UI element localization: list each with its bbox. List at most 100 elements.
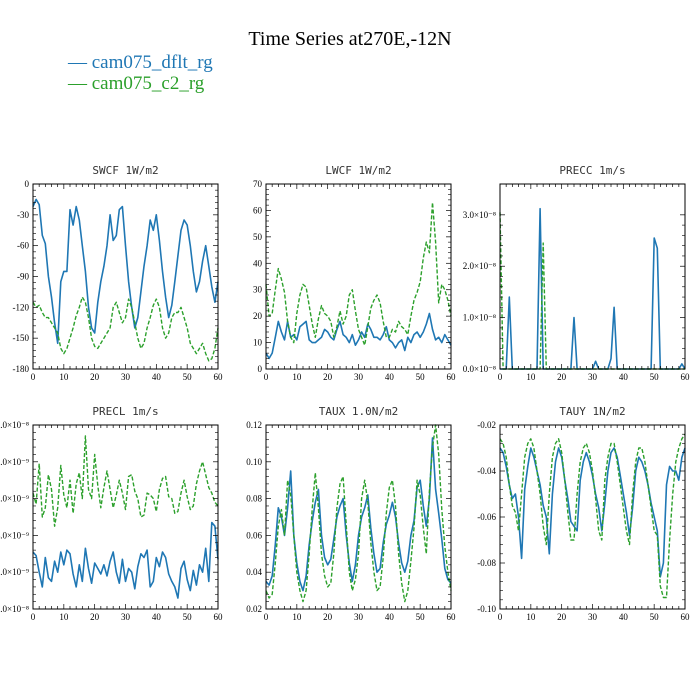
series-line-c2 [499, 433, 686, 599]
x-tick-label: 50 [650, 612, 660, 622]
y-tick-label: 2.0×10⁻⁹ [0, 567, 29, 577]
x-tick-label: 30 [354, 372, 364, 382]
x-tick-label: 10 [59, 612, 69, 622]
y-tick-label: 0 [25, 179, 30, 189]
y-tick-label: 60 [253, 205, 263, 215]
x-tick-label: 20 [323, 372, 333, 382]
x-tick-label: 40 [152, 372, 162, 382]
x-tick-label: 20 [557, 372, 567, 382]
y-tick-label: -0.06 [477, 512, 496, 522]
y-tick-label: 0.04 [246, 567, 262, 577]
chart-panel: PRECL 1m/s 0 10 20 30 40 50 60 0.0×10⁻⁸ 2.0×10⁻⁹ 4… [0, 405, 223, 622]
y-tick-label: 8.0×10⁻⁹ [0, 457, 29, 467]
panel-title: LWCF 1W/m2 [325, 164, 391, 177]
x-tick-label: 40 [152, 612, 162, 622]
x-tick-label: 10 [292, 612, 302, 622]
x-tick-label: 40 [619, 372, 629, 382]
y-tick-label: 0.10 [246, 457, 262, 467]
x-tick-label: 50 [183, 612, 193, 622]
y-tick-label: 20 [253, 311, 263, 321]
y-tick-label: 0 [258, 364, 263, 374]
x-tick-label: 20 [557, 612, 567, 622]
legend-line-marker: — [68, 73, 87, 94]
panel-title: SWCF 1W/m2 [92, 164, 158, 177]
y-tick-label: -120 [13, 302, 30, 312]
series-line-c2 [32, 435, 219, 527]
x-tick-label: 60 [447, 612, 457, 622]
y-tick-label: 30 [253, 285, 263, 295]
page-title: Time Series at270E,-12N [248, 28, 452, 50]
y-tick-label: -0.08 [477, 558, 496, 568]
y-tick-label: 0.08 [246, 494, 262, 504]
legend-label: cam075_dflt_rg [91, 52, 213, 73]
y-tick-label: 40 [253, 258, 263, 268]
y-tick-label: 0.06 [246, 530, 262, 540]
x-tick-label: 40 [385, 612, 395, 622]
panel-title: PRECL 1m/s [92, 405, 158, 418]
x-tick-label: 60 [681, 372, 691, 382]
chart-panel: LWCF 1W/m2 0 10 20 30 40 50 60 0 10 20 30 40 50 60 70 [253, 164, 456, 382]
x-tick-label: 50 [416, 612, 426, 622]
chart-panel: TAUY 1N/m2 0 10 20 30 40 50 60 -0.10 -0.08 -0.06 -0… [477, 405, 690, 622]
x-tick-label: 10 [59, 372, 69, 382]
y-tick-label: -0.10 [477, 604, 496, 614]
x-tick-label: 60 [214, 372, 224, 382]
x-tick-label: 40 [619, 612, 629, 622]
y-tick-label: 50 [253, 232, 263, 242]
y-tick-label: -60 [17, 241, 29, 251]
y-tick-label: -30 [17, 210, 29, 220]
panel-title: TAUX 1.0N/m2 [319, 405, 398, 418]
x-tick-label: 10 [526, 612, 536, 622]
y-tick-label: 3.0×10⁻⁸ [463, 210, 496, 220]
chart-panel: SWCF 1W/m2 0 10 20 30 40 50 60 -180 -150 -120 -90 -6… [13, 164, 224, 382]
series-line-c2 [32, 296, 219, 362]
x-tick-label: 0 [264, 372, 269, 382]
legend-entry-c2: — cam075_c2_rg [68, 73, 204, 95]
y-tick-label: -180 [13, 364, 30, 374]
x-tick-label: 0 [498, 372, 503, 382]
x-tick-label: 60 [681, 612, 691, 622]
series-line-dflt [32, 198, 219, 345]
x-tick-label: 0 [31, 372, 36, 382]
x-tick-label: 60 [447, 372, 457, 382]
x-tick-label: 0 [31, 612, 36, 622]
y-tick-label: 2.0×10⁻⁸ [463, 261, 496, 271]
y-tick-label: 0.0×10⁻⁸ [0, 604, 29, 614]
plot-frame [499, 424, 686, 610]
series-line-dflt [500, 207, 686, 370]
x-tick-label: 0 [498, 612, 503, 622]
series-line-c2 [499, 212, 685, 370]
y-tick-label: 0.12 [246, 420, 262, 430]
series-line-c2 [265, 201, 452, 346]
x-tick-label: 30 [121, 612, 131, 622]
x-tick-label: 10 [526, 372, 536, 382]
legend-line-marker: — [68, 52, 87, 73]
y-tick-label: 4.0×10⁻⁹ [0, 530, 29, 540]
y-tick-label: -150 [13, 333, 30, 343]
series-line-dflt [265, 312, 452, 360]
x-tick-label: 50 [416, 372, 426, 382]
x-tick-label: 20 [90, 372, 100, 382]
y-tick-label: 0.0×10⁻⁸ [463, 364, 496, 374]
y-tick-label: -90 [17, 272, 29, 282]
y-tick-label: 0.02 [246, 604, 262, 614]
y-tick-label: 1.0×10⁻⁸ [0, 420, 29, 430]
x-tick-label: 30 [354, 612, 364, 622]
x-tick-label: 30 [588, 612, 598, 622]
series-line-c2 [265, 424, 452, 603]
x-tick-label: 10 [292, 372, 302, 382]
chart-panel: TAUX 1.0N/m2 0 10 20 30 40 50 60 0.02 0.04 0.06 0.0… [246, 405, 456, 622]
y-tick-label: -0.02 [477, 420, 496, 430]
x-tick-label: 20 [323, 612, 333, 622]
legend-label: cam075_c2_rg [91, 73, 205, 94]
x-tick-label: 60 [214, 612, 224, 622]
x-tick-label: 50 [650, 372, 660, 382]
y-tick-label: 70 [253, 179, 263, 189]
chart-panel: PRECC 1m/s 0 10 20 30 40 50 60 0.0×10⁻⁸ 1.0×10⁻⁸ 2… [463, 164, 690, 382]
x-tick-label: 20 [90, 612, 100, 622]
panel-title: PRECC 1m/s [559, 164, 625, 177]
x-tick-label: 30 [121, 372, 131, 382]
legend-entry-dflt: — cam075_dflt_rg [68, 52, 213, 74]
y-tick-label: 1.0×10⁻⁸ [463, 313, 496, 323]
